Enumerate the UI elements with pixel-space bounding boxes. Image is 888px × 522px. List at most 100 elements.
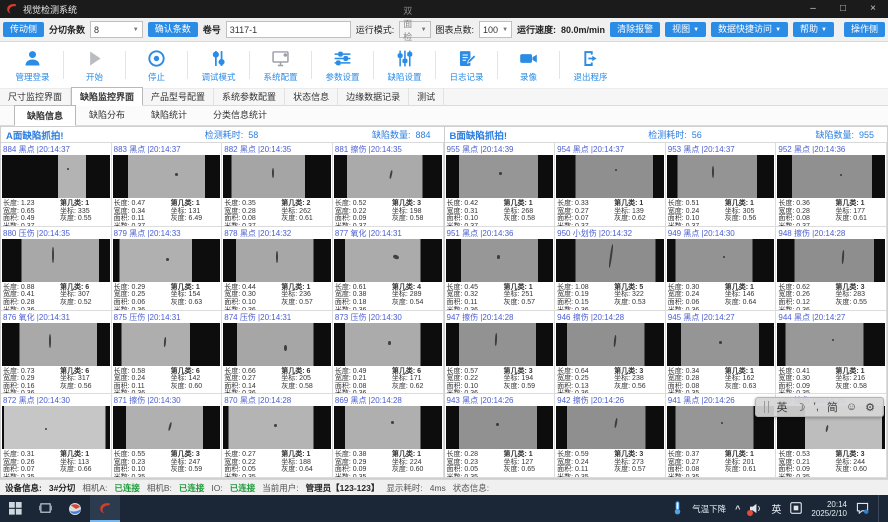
defect-cell-948[interactable]: 948 擦伤 |20:14:28 长度: 0.62 宽度: 0.26 面积: 0.12… xyxy=(776,226,887,311)
action-exit-button[interactable]: 退出程序 xyxy=(560,48,621,83)
defect-image xyxy=(777,238,885,282)
sub-tab-2[interactable]: 缺陷分布 xyxy=(89,110,126,120)
defect-cell-881[interactable]: 881 擦伤 |20:14:35 长度: 0.52 宽度: 0.22 面积: 0.09… xyxy=(332,143,444,227)
slit-count-select[interactable]: 8 ▼ xyxy=(90,21,143,38)
defect-cell-879[interactable]: 879 黑点 |20:14:33 长度: 0.29 宽度: 0.25 面积: 0.06… xyxy=(111,226,223,311)
defect-cell-951[interactable]: 951 黑点 |20:14:36 长度: 0.45 宽度: 0.32 面积: 0.11… xyxy=(444,226,556,311)
defect-cell-955[interactable]: 955 黑点 |20:14:39 长度: 0.42 宽度: 0.31 面积: 0.10… xyxy=(444,143,556,227)
defect-cell-949[interactable]: 949 黑点 |20:14:30 长度: 0.30 宽度: 0.24 面积: 0.06… xyxy=(665,226,777,311)
weather-tray-text[interactable]: 气温下降 xyxy=(692,503,727,514)
monitor-icon xyxy=(270,48,291,70)
taskbar-app-browser[interactable] xyxy=(60,495,90,522)
data-quick-access-menu-button[interactable]: 数据快捷访问 ▼ xyxy=(711,22,789,37)
drive-side-button[interactable]: 传动侧 xyxy=(3,22,45,37)
input-language-indicator[interactable]: 英 xyxy=(771,505,782,516)
action-center-icon[interactable] xyxy=(856,502,869,516)
sub-tab-3[interactable]: 缺陷统计 xyxy=(151,110,188,120)
defect-cell-883[interactable]: 883 黑点 |20:14:37 长度: 0.47 宽度: 0.34 面积: 0.11… xyxy=(111,143,223,227)
action-play-button[interactable]: 开始 xyxy=(64,48,125,83)
confirm-count-button[interactable]: 确认条数 xyxy=(147,22,198,37)
defect-mark xyxy=(45,427,48,430)
toolbar-divider xyxy=(497,51,498,79)
operator-side-button[interactable]: 操作侧 xyxy=(843,22,885,37)
ime-simplified-toggle[interactable]: 简 xyxy=(826,402,838,414)
action-debug-button[interactable]: 调试模式 xyxy=(188,48,249,83)
defect-cell-873[interactable]: 873 压伤 |20:14:30 长度: 0.49 宽度: 0.21 面积: 0.08… xyxy=(332,310,444,395)
defect-cell-880[interactable]: 880 压伤 |20:14:35 长度: 0.88 宽度: 0.41 面积: 0.28… xyxy=(1,226,112,311)
defect-mark xyxy=(283,344,287,351)
task-view-button[interactable] xyxy=(30,495,60,522)
defect-cell-884[interactable]: 884 黑点 |20:14:37 长度: 1.23 宽度: 0.65 面积: 0.49… xyxy=(1,143,112,227)
ime-lang-toggle[interactable]: 英 xyxy=(776,402,788,414)
main-tab-3[interactable]: 产品型号配置 xyxy=(143,88,215,105)
sub-tab-4[interactable]: 分类信息统计 xyxy=(213,110,268,120)
defect-cell-871[interactable]: 871 擦伤 |20:14:30 长度: 0.55 宽度: 0.23 面积: 0.10… xyxy=(111,394,223,478)
ime-punctuation-toggle[interactable]: ’, xyxy=(813,401,819,413)
run-mode-select[interactable]: 双面检测▼ xyxy=(399,6,431,55)
action-camera-button[interactable]: 录像 xyxy=(498,48,559,83)
defect-stats: 长度: 0.36 宽度: 0.28 面积: 0.08 米数: 0.37 第几类: 1 坐标… xyxy=(778,200,867,227)
action-params-button[interactable]: 参数设置 xyxy=(312,48,373,83)
defect-cell-header: 954 黑点 |20:14:37 xyxy=(557,145,625,154)
defect-cell-876[interactable]: 876 氧化 |20:14:31 长度: 0.73 宽度: 0.29 面积: 0.16… xyxy=(1,310,112,395)
defect-cell-943[interactable]: 943 黑点 |20:14:26 长度: 0.28 宽度: 0.23 面积: 0.05… xyxy=(444,394,556,478)
start-button[interactable] xyxy=(0,495,30,522)
defect-cell-872[interactable]: 872 黑点 |20:14:30 长度: 0.31 宽度: 0.26 面积: 0.07… xyxy=(1,394,112,478)
taskbar-clock[interactable]: 20:14 2025/2/10 xyxy=(811,500,847,518)
main-tab-6[interactable]: 边缘数据记录 xyxy=(338,88,410,105)
defect-cell-947[interactable]: 947 擦伤 |20:14:28 长度: 0.57 宽度: 0.22 面积: 0.10… xyxy=(444,310,556,395)
taskbar-app-inspection-system[interactable] xyxy=(90,495,120,522)
action-log-button[interactable]: 日志记录 xyxy=(436,48,497,83)
ime-emoji-icon[interactable]: ☺ xyxy=(845,401,858,413)
maximize-button[interactable]: □ xyxy=(839,3,847,14)
action-equalizer-button[interactable]: 缺陷设置 xyxy=(374,48,435,83)
chart-points-select[interactable]: 100 ▼ xyxy=(479,21,513,38)
tray-expand-chevron-icon[interactable]: ^ xyxy=(735,503,741,514)
defect-cell-874[interactable]: 874 压伤 |20:14:31 长度: 0.66 宽度: 0.27 面积: 0.14… xyxy=(222,310,333,395)
minimize-button[interactable]: – xyxy=(810,3,816,14)
defect-image xyxy=(223,238,331,282)
main-tab-4[interactable]: 系统参数配置 xyxy=(214,88,286,105)
defect-cell-946[interactable]: 946 擦伤 |20:14:28 长度: 0.64 宽度: 0.25 面积: 0.13… xyxy=(555,310,666,395)
defect-cell-869[interactable]: 869 黑点 |20:14:28 长度: 0.38 宽度: 0.29 面积: 0.09… xyxy=(332,394,444,478)
clear-alarm-button[interactable]: 清除报警 xyxy=(610,22,661,37)
defect-cell-945[interactable]: 945 黑点 |20:14:27 长度: 0.34 宽度: 0.28 面积: 0.08… xyxy=(665,310,777,395)
status-bar: 设备信息: 3#分切 相机A: 已连接 相机B: 已连接 IO: 已连接 当前用… xyxy=(0,479,888,495)
panel-title: B面缺陷抓拍! xyxy=(449,130,508,142)
action-monitor-button[interactable]: 系统配置 xyxy=(250,48,311,83)
defect-cell-954[interactable]: 954 黑点 |20:14:37 长度: 0.33 宽度: 0.27 面积: 0.07… xyxy=(555,143,666,227)
view-menu-button[interactable]: 视图 ▼ xyxy=(665,22,707,37)
defect-stats: 长度: 0.64 宽度: 0.25 面积: 0.13 米数: 0.36 第几类: 3 坐标… xyxy=(557,367,646,395)
defect-mark xyxy=(166,258,170,262)
defect-cell-882[interactable]: 882 黑点 |20:14:35 长度: 0.35 宽度: 0.28 面积: 0.08… xyxy=(222,143,333,227)
defect-cell-952[interactable]: 952 黑点 |20:14:36 长度: 0.36 宽度: 0.28 面积: 0.08… xyxy=(776,143,887,227)
play-icon xyxy=(84,48,105,70)
ime-drag-handle[interactable] xyxy=(763,401,769,413)
defect-image xyxy=(666,238,775,282)
show-desktop-button[interactable] xyxy=(878,495,882,522)
main-tab-1[interactable]: 尺寸监控界面 xyxy=(0,88,72,105)
volume-icon[interactable] xyxy=(747,503,762,516)
defect-cell-944[interactable]: 944 黑点 |20:14:27 长度: 0.41 宽度: 0.30 面积: 0.09… xyxy=(776,310,887,395)
defect-image xyxy=(223,406,331,450)
defect-cell-942[interactable]: 942 擦伤 |20:14:26 长度: 0.59 宽度: 0.24 面积: 0.11… xyxy=(555,394,666,478)
main-tab-7[interactable]: 测试 xyxy=(409,88,445,105)
defect-cell-953[interactable]: 953 黑点 |20:14:37 长度: 0.51 宽度: 0.24 面积: 0.10… xyxy=(665,143,777,227)
action-stop-button[interactable]: 停止 xyxy=(126,48,187,83)
close-button[interactable]: × xyxy=(870,3,876,14)
main-tab-2[interactable]: 缺陷监控界面 xyxy=(71,87,144,106)
main-tab-5[interactable]: 状态信息 xyxy=(285,88,339,105)
action-user-button[interactable]: 管理登录 xyxy=(2,48,63,83)
defect-cell-950[interactable]: 950 小划伤 |20:14:32 长度: 1.08 宽度: 0.19 面积: 0.1… xyxy=(555,226,666,311)
defect-cell-878[interactable]: 878 黑点 |20:14:32 长度: 0.44 宽度: 0.30 面积: 0.10… xyxy=(222,226,333,311)
sub-tab-1[interactable]: 缺陷信息 xyxy=(14,105,77,126)
roll-number-input[interactable] xyxy=(225,21,351,38)
ime-mode-icon[interactable] xyxy=(790,501,803,516)
defect-cell-875[interactable]: 875 压伤 |20:14:31 长度: 0.58 宽度: 0.24 面积: 0.11… xyxy=(111,310,223,395)
help-menu-button[interactable]: 帮助 ▼ xyxy=(793,22,834,37)
ime-moon-icon[interactable]: ☽ xyxy=(795,401,806,414)
defect-cell-870[interactable]: 870 黑点 |20:14:28 长度: 0.27 宽度: 0.22 面积: 0.05… xyxy=(222,394,333,478)
defect-cell-877[interactable]: 877 氧化 |20:14:31 长度: 0.61 宽度: 0.38 面积: 0.18… xyxy=(332,226,444,311)
ime-settings-gear-icon[interactable]: ⚙ xyxy=(865,401,875,414)
